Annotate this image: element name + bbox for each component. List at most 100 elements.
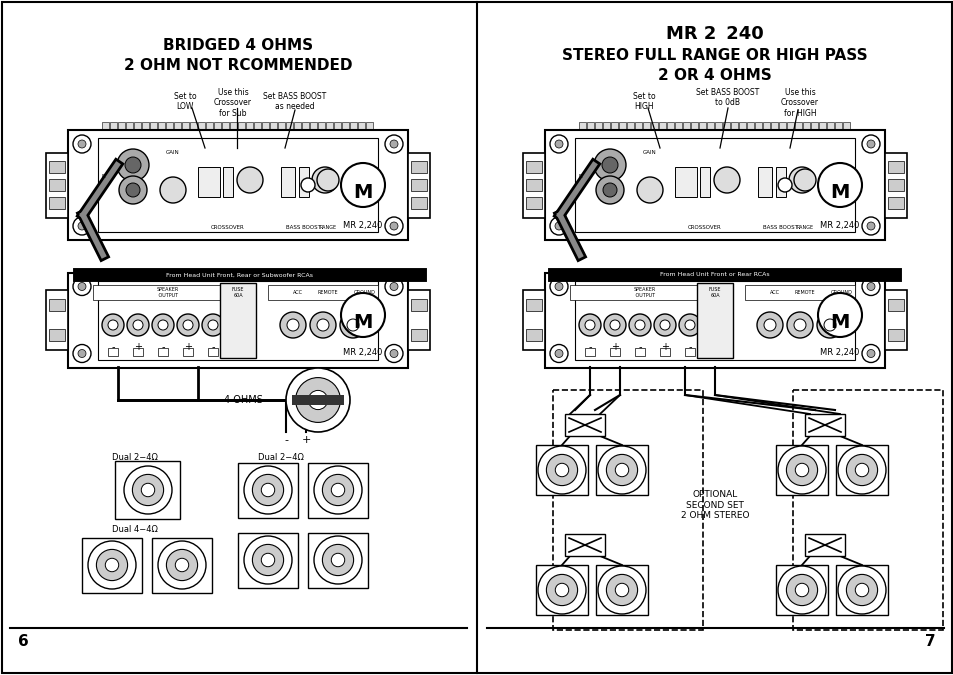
Circle shape xyxy=(78,140,86,148)
Bar xyxy=(237,533,297,587)
Bar xyxy=(835,445,887,495)
Circle shape xyxy=(855,583,868,597)
Bar xyxy=(666,122,673,130)
Circle shape xyxy=(757,312,782,338)
Text: Dual 2−4Ω: Dual 2−4Ω xyxy=(112,453,157,462)
Bar xyxy=(198,122,205,130)
Circle shape xyxy=(679,314,700,336)
Text: Use this
Crossover
for Sub: Use this Crossover for Sub xyxy=(213,88,252,118)
Circle shape xyxy=(855,463,868,477)
Circle shape xyxy=(555,283,562,290)
Bar xyxy=(411,197,427,209)
Circle shape xyxy=(78,350,86,358)
Bar xyxy=(794,122,801,130)
Bar xyxy=(152,537,212,593)
Text: Set to
LOW: Set to LOW xyxy=(173,92,196,111)
Circle shape xyxy=(73,217,91,235)
Bar xyxy=(98,281,377,360)
Bar xyxy=(522,153,544,217)
Circle shape xyxy=(578,314,600,336)
Bar xyxy=(158,122,165,130)
Circle shape xyxy=(390,283,397,290)
Bar xyxy=(887,161,903,173)
Bar xyxy=(132,348,143,356)
Text: From Head Unit Front, Rear or Subwoofer RCAs: From Head Unit Front, Rear or Subwoofer … xyxy=(167,273,314,277)
Circle shape xyxy=(778,566,825,614)
Circle shape xyxy=(119,176,147,204)
Bar xyxy=(818,122,825,130)
Bar xyxy=(758,167,771,197)
Text: -: - xyxy=(211,342,214,352)
Circle shape xyxy=(550,217,567,235)
Bar xyxy=(173,122,181,130)
Bar xyxy=(536,445,587,495)
Circle shape xyxy=(105,558,118,572)
Bar xyxy=(826,122,833,130)
Bar xyxy=(802,122,809,130)
Circle shape xyxy=(606,454,637,485)
Bar xyxy=(596,445,647,495)
Circle shape xyxy=(584,320,595,330)
Bar xyxy=(635,122,641,130)
Circle shape xyxy=(785,574,817,605)
Circle shape xyxy=(837,446,885,494)
Bar xyxy=(341,122,349,130)
Bar xyxy=(618,122,625,130)
Bar xyxy=(411,329,427,341)
Circle shape xyxy=(160,177,186,203)
Bar xyxy=(690,122,698,130)
Bar xyxy=(317,122,325,130)
Bar xyxy=(268,284,377,300)
Text: -: - xyxy=(112,342,114,352)
Circle shape xyxy=(316,319,329,331)
Circle shape xyxy=(555,140,562,148)
Text: MR 2,240: MR 2,240 xyxy=(343,348,382,358)
Text: SPEAKER
 OUTPUT: SPEAKER OUTPUT xyxy=(156,287,179,298)
Text: M: M xyxy=(829,313,849,333)
Bar xyxy=(208,348,218,356)
Bar xyxy=(810,122,817,130)
Circle shape xyxy=(778,178,791,192)
Circle shape xyxy=(253,545,283,576)
Circle shape xyxy=(602,183,617,197)
Bar xyxy=(586,122,594,130)
Circle shape xyxy=(152,314,173,336)
Text: MR 2,240: MR 2,240 xyxy=(820,221,859,230)
Circle shape xyxy=(385,344,402,362)
Bar xyxy=(699,122,705,130)
Bar xyxy=(739,122,745,130)
Bar xyxy=(754,122,761,130)
Text: ACC: ACC xyxy=(293,290,303,295)
Text: R: R xyxy=(578,175,581,180)
Circle shape xyxy=(817,293,862,337)
Bar xyxy=(198,167,220,197)
Bar xyxy=(302,122,309,130)
Bar xyxy=(277,122,285,130)
Bar xyxy=(110,122,117,130)
Circle shape xyxy=(126,183,140,197)
Bar xyxy=(544,130,884,240)
Circle shape xyxy=(132,475,163,506)
Bar xyxy=(46,290,68,350)
Text: REMOTE: REMOTE xyxy=(794,290,815,295)
Text: SPEAKER
 OUTPUT: SPEAKER OUTPUT xyxy=(633,287,656,298)
Bar xyxy=(92,284,243,300)
Circle shape xyxy=(598,446,645,494)
Text: GAIN: GAIN xyxy=(642,149,657,155)
Bar xyxy=(213,122,221,130)
Circle shape xyxy=(862,344,879,362)
Circle shape xyxy=(261,554,274,567)
Bar xyxy=(602,122,609,130)
Bar xyxy=(578,122,585,130)
Text: 2 OR 4 OHMS: 2 OR 4 OHMS xyxy=(658,68,771,83)
Circle shape xyxy=(550,344,567,362)
Bar xyxy=(525,299,541,311)
Circle shape xyxy=(308,390,327,410)
Bar xyxy=(166,122,172,130)
Bar xyxy=(834,122,841,130)
Bar xyxy=(262,122,269,130)
Bar xyxy=(308,533,368,587)
Bar xyxy=(82,537,142,593)
Text: -: - xyxy=(284,435,288,445)
Circle shape xyxy=(108,320,118,330)
